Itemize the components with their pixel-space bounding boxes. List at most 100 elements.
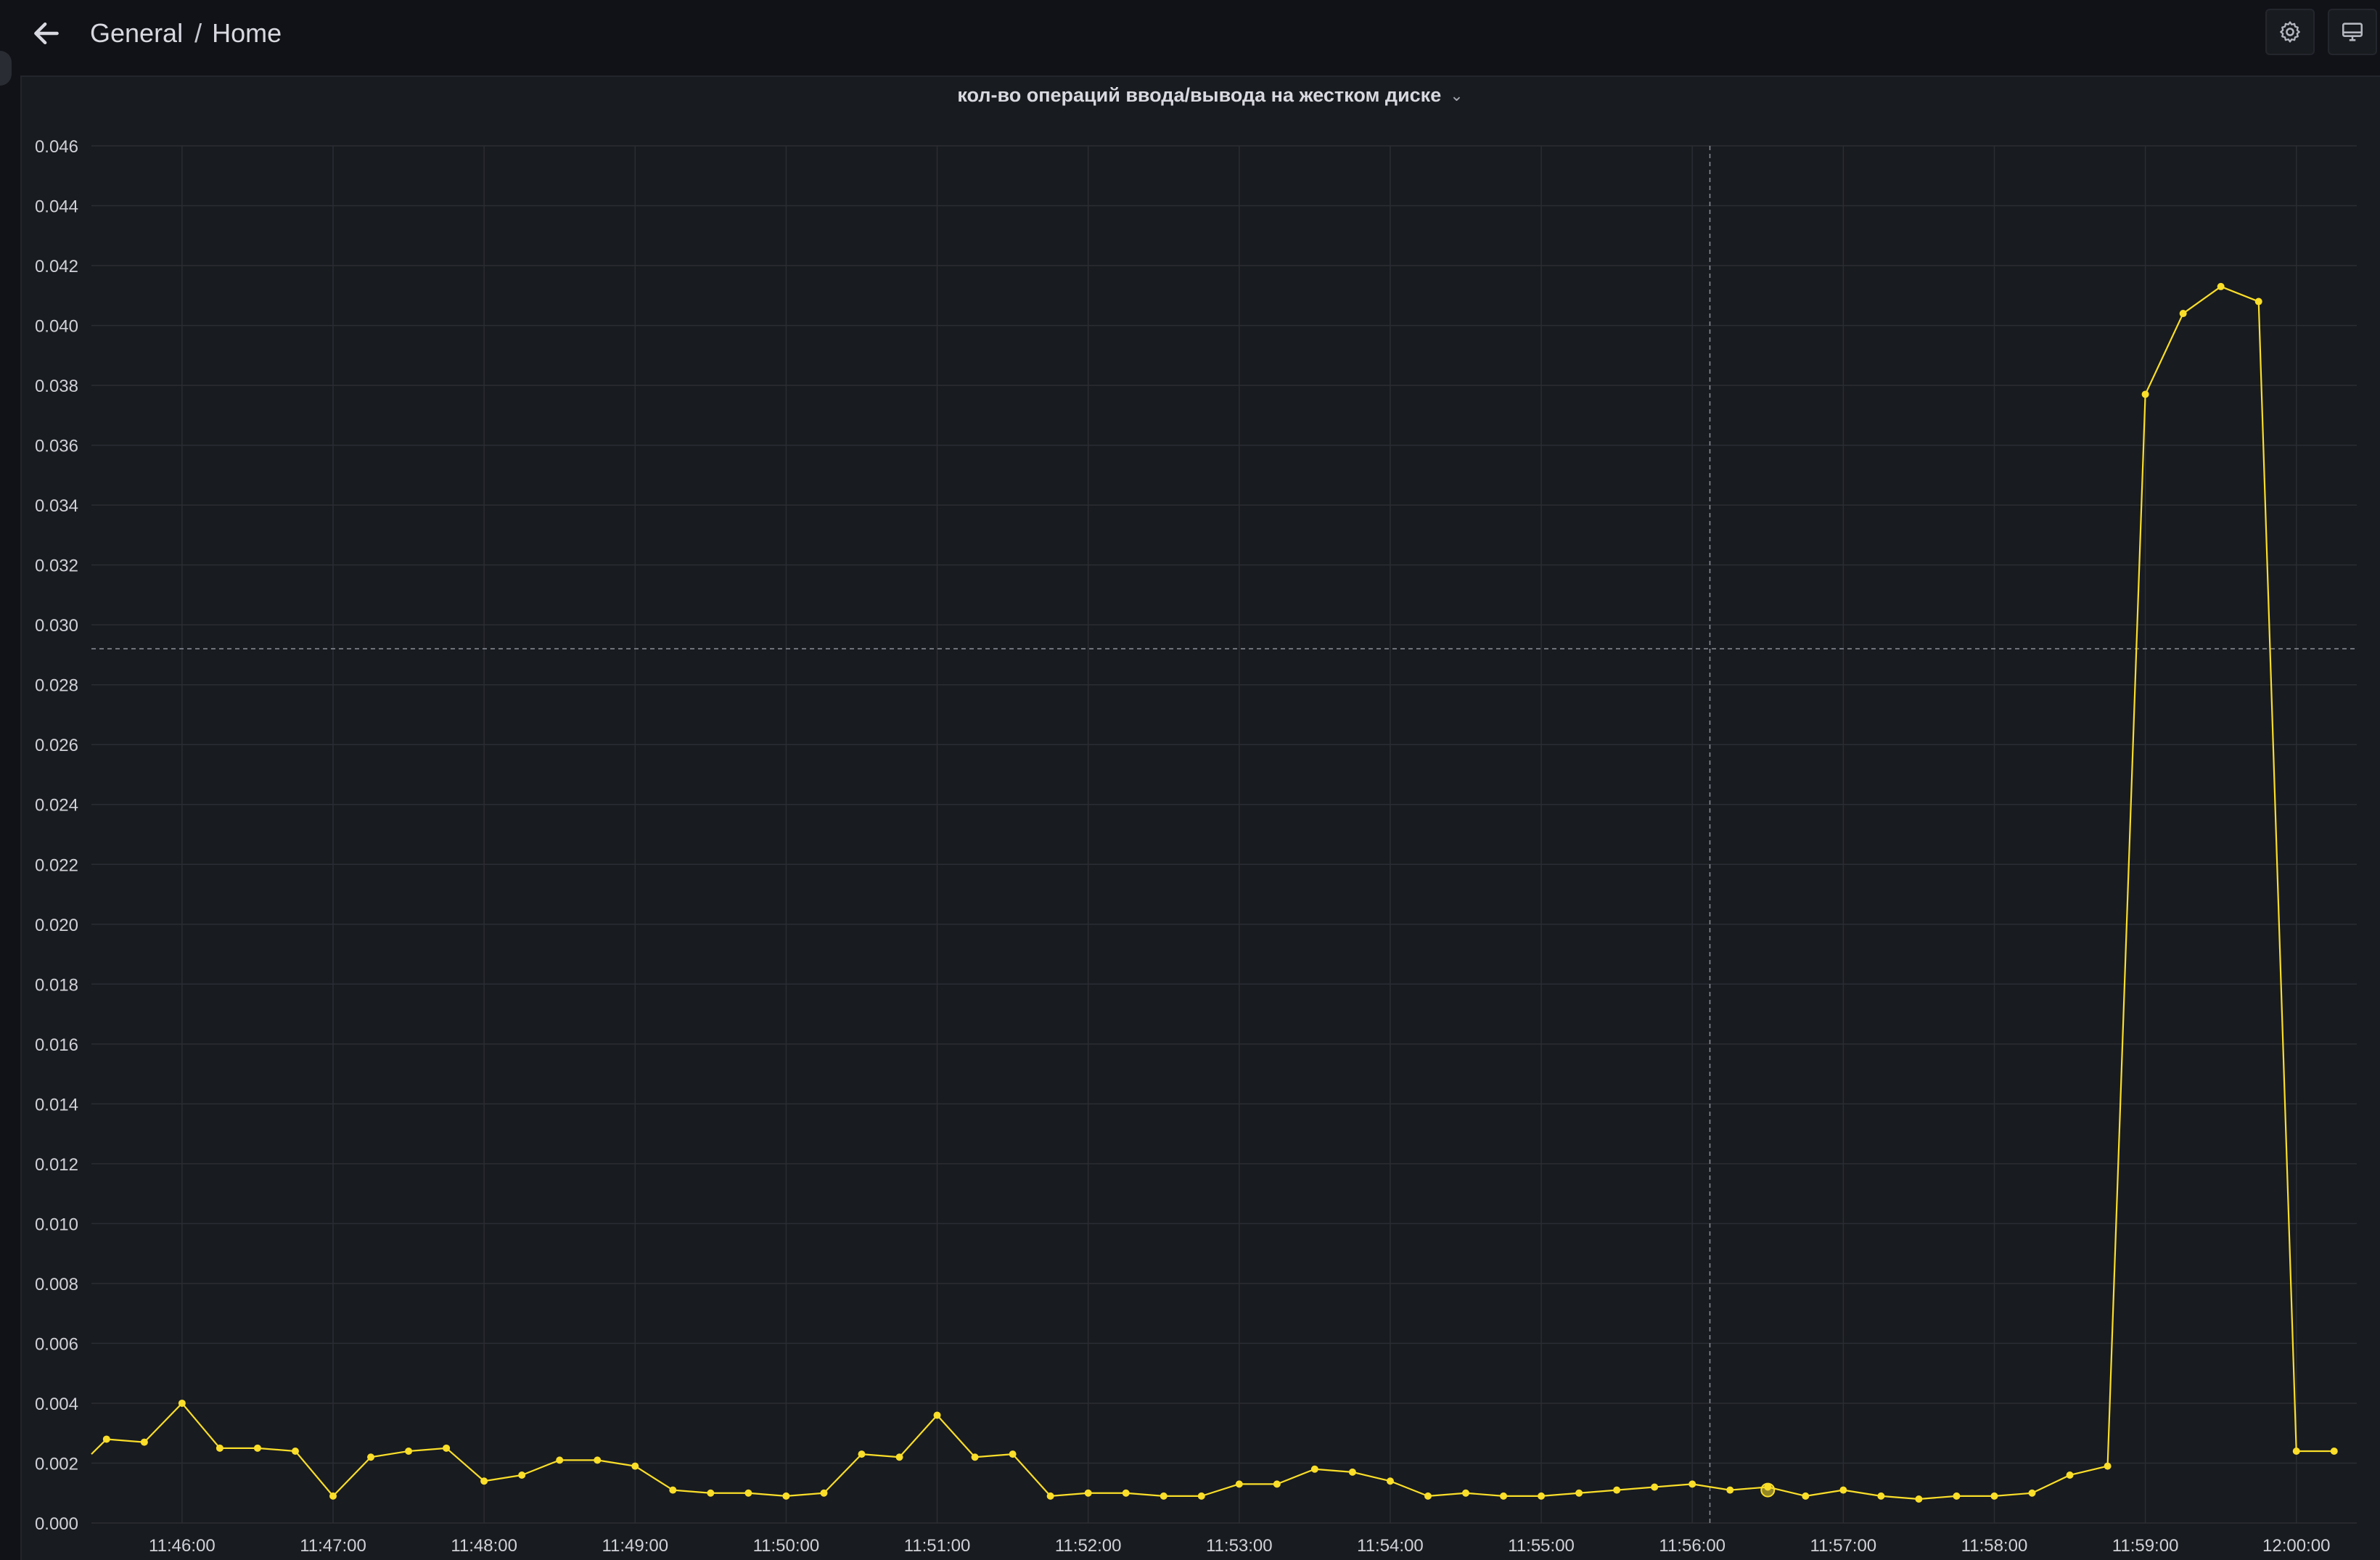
- data-point: [1688, 1480, 1696, 1488]
- data-point: [895, 1453, 903, 1461]
- crosshair: [91, 146, 2357, 1523]
- data-point: [820, 1489, 828, 1497]
- data-point: [405, 1447, 413, 1455]
- data-point: [291, 1447, 299, 1455]
- y-tick-label: 0.002: [35, 1454, 78, 1474]
- series-points: [102, 282, 2338, 1503]
- data-point: [782, 1492, 790, 1500]
- data-point: [1839, 1486, 1847, 1494]
- data-point: [933, 1411, 941, 1419]
- y-tick-label: 0.030: [35, 616, 78, 636]
- hover-point: [1760, 1482, 1776, 1498]
- data-point: [1197, 1492, 1205, 1500]
- data-point: [329, 1492, 337, 1500]
- breadcrumb: General / Home: [90, 13, 282, 54]
- data-point: [1386, 1477, 1394, 1485]
- data-point: [140, 1438, 148, 1446]
- data-point: [1310, 1465, 1318, 1473]
- tv-mode-button[interactable]: [2328, 9, 2377, 55]
- y-tick-label: 0.024: [35, 796, 78, 816]
- data-point: [1802, 1492, 1810, 1500]
- x-tick-label: 12:00:00: [2262, 1536, 2330, 1556]
- x-tick-label: 11:55:00: [1508, 1536, 1575, 1556]
- data-point: [178, 1399, 186, 1407]
- breadcrumb-separator: /: [194, 18, 202, 48]
- data-point: [707, 1489, 715, 1497]
- data-point: [2217, 282, 2225, 290]
- data-point: [102, 1435, 110, 1443]
- y-axis: 0.000 0.002 0.004 0.006 0.008 0.010 0.012 0.014…: [35, 137, 78, 1534]
- sidebar-toggle[interactable]: [0, 51, 12, 86]
- y-tick-label: 0.036: [35, 437, 78, 456]
- data-point: [1462, 1489, 1470, 1497]
- data-point: [2179, 310, 2187, 318]
- panel-title-menu[interactable]: кол-во операций ввода/вывода на жестком …: [0, 84, 2380, 107]
- y-tick-label: 0.042: [35, 257, 78, 276]
- x-tick-label: 11:48:00: [451, 1536, 517, 1556]
- y-tick-label: 0.040: [35, 317, 78, 337]
- data-point: [744, 1489, 752, 1497]
- chevron-down-icon: ⌄: [1450, 86, 1464, 104]
- data-point: [1877, 1492, 1885, 1500]
- y-tick-label: 0.018: [35, 975, 78, 995]
- breadcrumb-folder-link[interactable]: General: [90, 18, 184, 48]
- x-tick-label: 11:50:00: [753, 1536, 820, 1556]
- x-tick-label: 11:51:00: [904, 1536, 971, 1556]
- data-point: [669, 1486, 677, 1494]
- data-point: [1122, 1489, 1130, 1497]
- y-tick-label: 0.016: [35, 1035, 78, 1055]
- data-point: [2330, 1447, 2338, 1455]
- y-tick-label: 0.046: [35, 137, 78, 157]
- x-tick-label: 11:54:00: [1357, 1536, 1424, 1556]
- x-tick-label: 11:58:00: [1961, 1536, 2028, 1556]
- data-point: [1160, 1492, 1168, 1500]
- data-point: [1084, 1489, 1092, 1497]
- data-point: [2066, 1471, 2074, 1479]
- series-line: [91, 285, 2334, 1501]
- y-tick-label: 0.022: [35, 855, 78, 875]
- data-point: [1538, 1492, 1546, 1500]
- x-tick-label: 11:57:00: [1810, 1536, 1877, 1556]
- gear-icon: [2280, 21, 2300, 43]
- breadcrumb-dashboard-title: Home: [212, 18, 282, 48]
- data-point: [367, 1453, 375, 1461]
- data-point: [631, 1462, 639, 1470]
- arrow-left-icon: [34, 22, 59, 45]
- data-point: [1651, 1483, 1659, 1491]
- data-point: [1424, 1492, 1432, 1500]
- data-point: [1009, 1450, 1017, 1458]
- x-tick-label: 11:59:00: [2112, 1536, 2179, 1556]
- y-tick-label: 0.006: [35, 1334, 78, 1354]
- top-navbar: General / Home: [0, 0, 2380, 67]
- data-point: [2028, 1489, 2036, 1497]
- y-tick-label: 0.044: [35, 197, 78, 217]
- y-tick-label: 0.038: [35, 377, 78, 396]
- data-point: [2292, 1447, 2300, 1455]
- data-point: [480, 1477, 488, 1485]
- data-point: [594, 1456, 602, 1464]
- monitor-icon: [2342, 22, 2363, 41]
- dashboard-settings-button[interactable]: [2265, 9, 2315, 55]
- y-tick-label: 0.026: [35, 736, 78, 755]
- data-point: [1990, 1492, 1998, 1500]
- data-point: [1273, 1480, 1281, 1488]
- y-tick-label: 0.000: [35, 1514, 78, 1534]
- x-axis: 11:46:00 11:47:00 11:48:00 11:49:00 11:50:00…: [149, 1536, 2330, 1556]
- x-tick-label: 11:56:00: [1659, 1536, 1726, 1556]
- y-tick-label: 0.008: [35, 1275, 78, 1294]
- y-tick-label: 0.032: [35, 557, 78, 576]
- x-tick-label: 11:53:00: [1206, 1536, 1273, 1556]
- y-tick-label: 0.014: [35, 1095, 78, 1114]
- data-point: [216, 1444, 223, 1452]
- x-tick-label: 11:46:00: [149, 1536, 216, 1556]
- y-tick-label: 0.004: [35, 1395, 78, 1414]
- data-point: [1046, 1492, 1054, 1500]
- graph-panel: [20, 75, 2380, 1560]
- data-point: [1953, 1492, 1961, 1500]
- back-button[interactable]: [25, 12, 68, 55]
- y-tick-label: 0.028: [35, 676, 78, 696]
- panel-title: кол-во операций ввода/вывода на жестком …: [957, 84, 1442, 106]
- x-tick-label: 11:52:00: [1055, 1536, 1122, 1556]
- x-tick-label: 11:47:00: [300, 1536, 366, 1556]
